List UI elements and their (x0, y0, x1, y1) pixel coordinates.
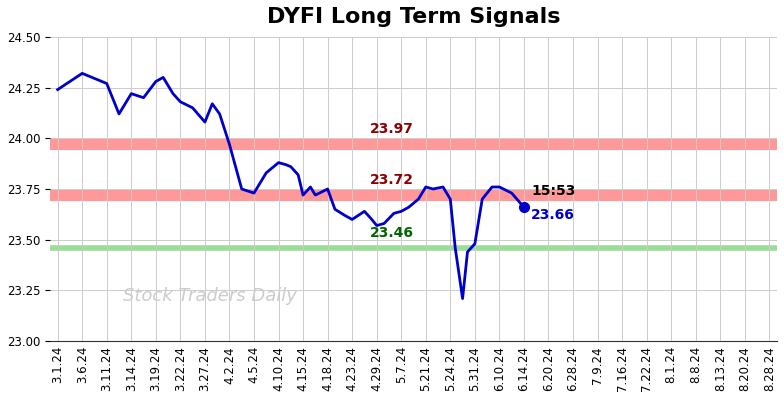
Text: 15:53: 15:53 (532, 184, 575, 198)
Text: 23.97: 23.97 (370, 122, 414, 136)
Title: DYFI Long Term Signals: DYFI Long Term Signals (267, 7, 561, 27)
Text: 23.46: 23.46 (370, 226, 414, 240)
Text: 23.66: 23.66 (532, 209, 575, 222)
Text: 23.72: 23.72 (370, 173, 414, 187)
Text: Stock Traders Daily: Stock Traders Daily (123, 287, 297, 305)
